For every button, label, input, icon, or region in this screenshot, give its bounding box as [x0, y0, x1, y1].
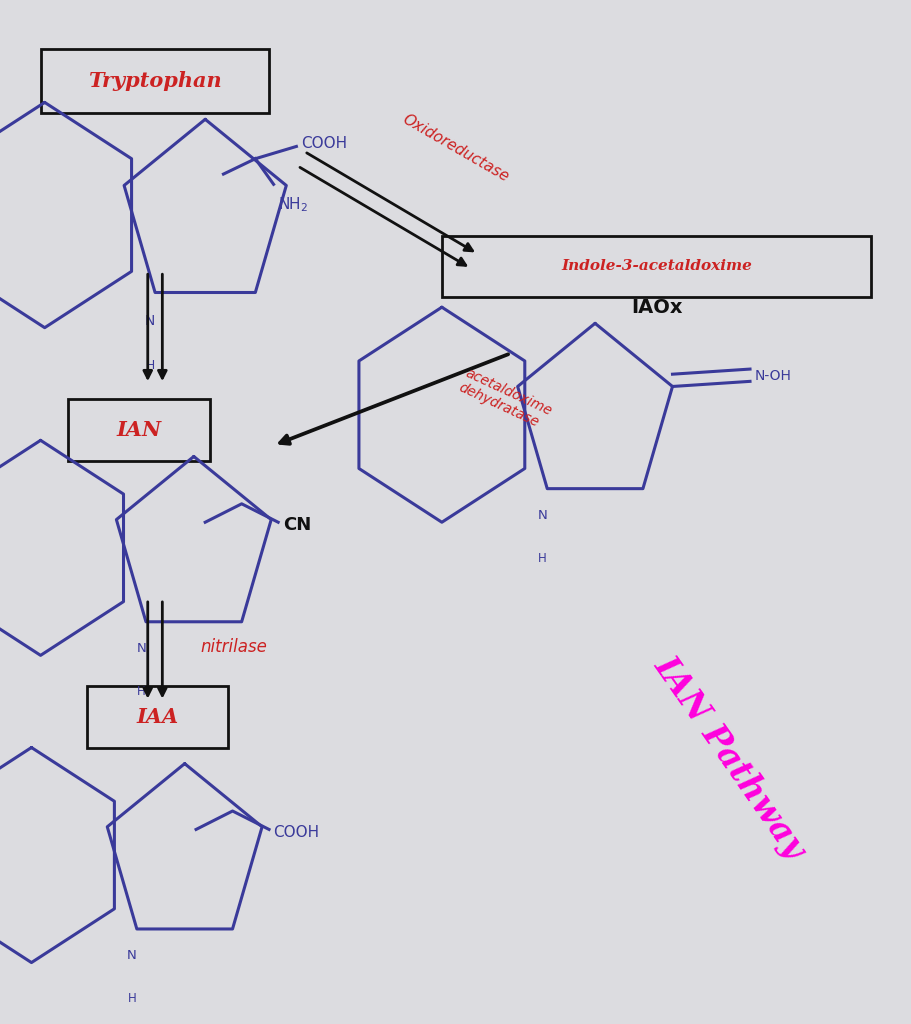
Text: N: N	[136, 642, 146, 655]
Text: H: H	[537, 552, 547, 565]
Text: IAN: IAN	[117, 420, 162, 440]
Text: H: H	[128, 992, 137, 1006]
Text: N: N	[537, 509, 547, 522]
Text: H: H	[137, 685, 146, 698]
Text: H: H	[145, 359, 155, 372]
Text: COOH: COOH	[301, 136, 347, 151]
Text: IAOx: IAOx	[630, 298, 681, 316]
Text: nitrilase: nitrilase	[200, 638, 267, 656]
Text: Tryptophan: Tryptophan	[88, 71, 221, 91]
Text: N-OH: N-OH	[753, 370, 791, 383]
Text: CN: CN	[282, 516, 311, 535]
Text: N: N	[145, 313, 155, 328]
Text: NH$_2$: NH$_2$	[278, 196, 308, 214]
Text: Indole-3-acetaldoxime: Indole-3-acetaldoxime	[560, 259, 752, 273]
Text: Oxidoreductase: Oxidoreductase	[400, 112, 511, 185]
Text: IAA: IAA	[137, 707, 179, 727]
Text: acetaldoxime
dehydratase: acetaldoxime dehydratase	[456, 366, 553, 433]
Text: N: N	[127, 949, 137, 963]
Text: IAN Pathway: IAN Pathway	[647, 650, 811, 865]
Text: COOH: COOH	[273, 825, 320, 840]
